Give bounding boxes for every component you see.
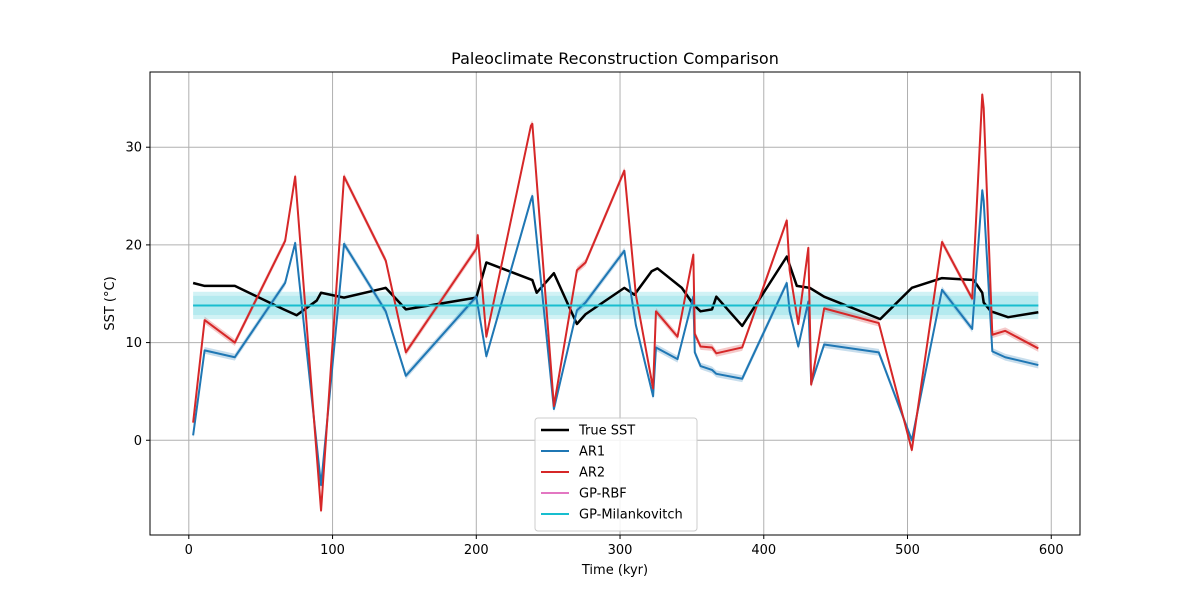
legend-box bbox=[534, 417, 698, 532]
y-tick-label: 10 bbox=[125, 336, 142, 351]
y-tick-label: 0 bbox=[134, 434, 142, 449]
ar2-line bbox=[192, 93, 1039, 512]
legend-label-gp-rbf: GP-RBF bbox=[579, 487, 627, 502]
x-axis-label: Time (kyr) bbox=[581, 563, 648, 578]
series-lines bbox=[192, 93, 1039, 512]
axis-ticks: 0 100 200 300 400 500 600 0 10 20 30 bbox=[125, 141, 1063, 558]
y-axis-label: SST (°C) bbox=[103, 276, 118, 330]
legend-label-ar1: AR1 bbox=[579, 445, 605, 460]
x-tick-label: 600 bbox=[1039, 543, 1064, 558]
legend-label-ar2: AR2 bbox=[579, 466, 605, 481]
y-tick-label: 20 bbox=[125, 238, 142, 253]
y-tick-label: 30 bbox=[125, 141, 142, 156]
x-tick-label: 500 bbox=[895, 543, 920, 558]
chart-title: Paleoclimate Reconstruction Comparison bbox=[451, 49, 779, 68]
x-tick-label: 0 bbox=[185, 543, 193, 558]
legend-label-true-sst: True SST bbox=[578, 424, 635, 439]
x-tick-label: 300 bbox=[608, 543, 633, 558]
x-tick-label: 200 bbox=[464, 543, 489, 558]
x-tick-label: 400 bbox=[751, 543, 776, 558]
plot-frame bbox=[149, 71, 1081, 536]
legend: True SST AR1 AR2 GP-RBF GP-Milankovitch bbox=[534, 417, 698, 532]
x-tick-label: 100 bbox=[320, 543, 345, 558]
legend-label-gp-milankovitch: GP-Milankovitch bbox=[579, 508, 683, 523]
true-sst-line bbox=[192, 255, 1039, 328]
